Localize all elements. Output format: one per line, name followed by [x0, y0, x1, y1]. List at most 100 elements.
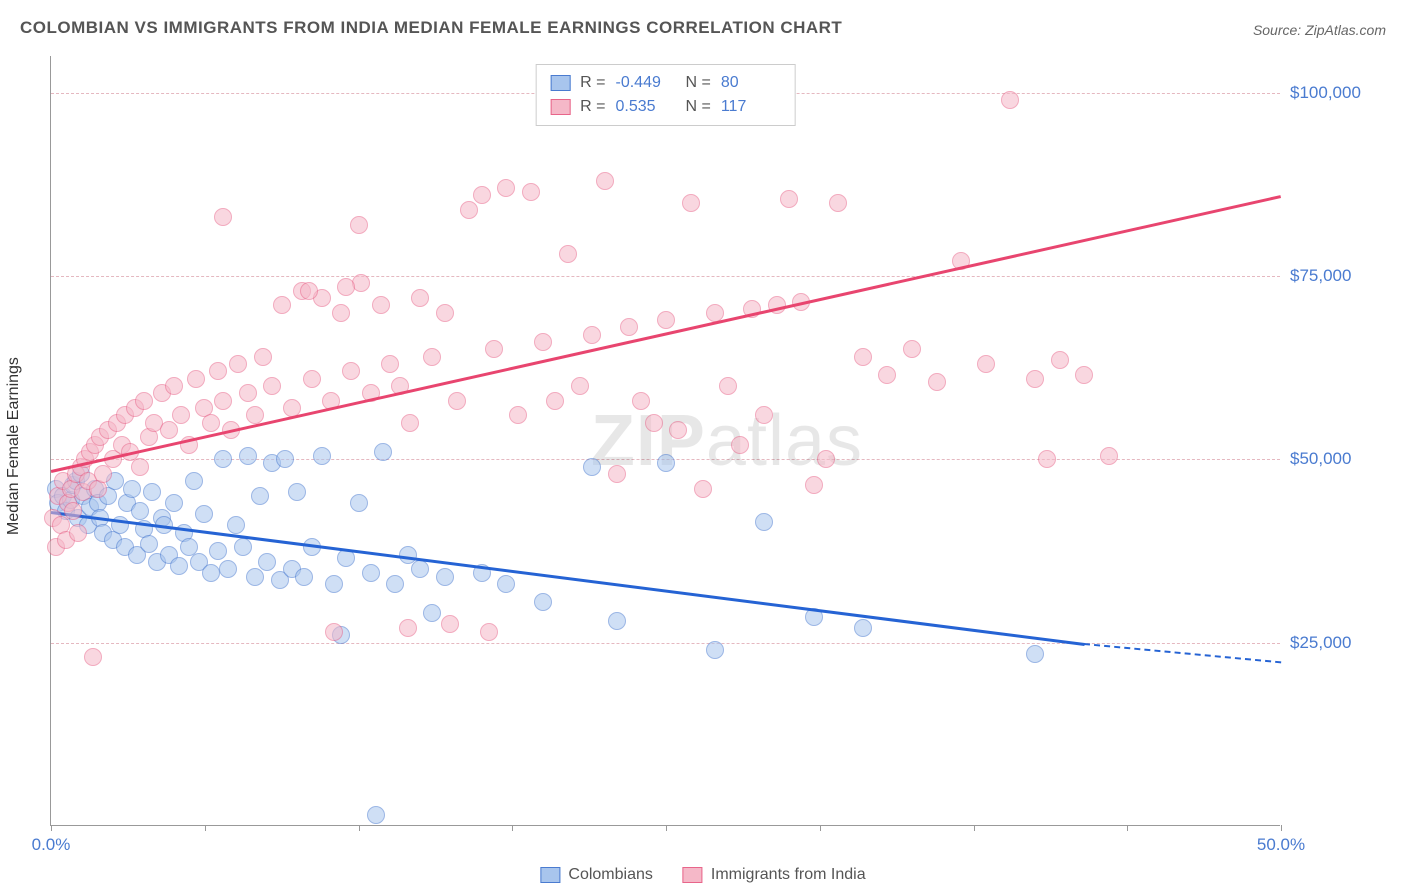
data-point: [645, 414, 663, 432]
data-point: [878, 366, 896, 384]
legend-row: R =-0.449N =80: [550, 71, 781, 95]
data-point: [123, 480, 141, 498]
legend-r-label: R =: [580, 71, 605, 95]
data-point: [571, 377, 589, 395]
data-point: [1038, 450, 1056, 468]
data-point: [1026, 370, 1044, 388]
data-point: [485, 340, 503, 358]
data-point: [719, 377, 737, 395]
x-tick: [974, 825, 975, 831]
data-point: [608, 465, 626, 483]
watermark: ZIPatlas: [591, 400, 863, 482]
data-point: [263, 377, 281, 395]
data-point: [337, 278, 355, 296]
data-point: [682, 194, 700, 212]
data-point: [829, 194, 847, 212]
data-point: [436, 304, 454, 322]
data-point: [411, 560, 429, 578]
data-point: [497, 575, 515, 593]
x-tick: [1281, 825, 1282, 831]
x-tick: [205, 825, 206, 831]
data-point: [350, 216, 368, 234]
data-point: [399, 619, 417, 637]
data-point: [423, 604, 441, 622]
legend-r-value: -0.449: [616, 71, 676, 95]
data-point: [1100, 447, 1118, 465]
legend-label: Immigrants from India: [711, 866, 866, 884]
plot-area: $25,000$50,000$75,000$100,0000.0%50.0%ZI…: [50, 56, 1280, 826]
data-point: [903, 340, 921, 358]
x-tick: [1127, 825, 1128, 831]
data-point: [534, 593, 552, 611]
data-point: [251, 487, 269, 505]
legend-label: Colombians: [568, 866, 652, 884]
legend-r-label: R =: [580, 95, 605, 119]
data-point: [423, 348, 441, 366]
legend-swatch: [550, 99, 570, 115]
y-tick-label: $50,000: [1290, 449, 1380, 469]
data-point: [254, 348, 272, 366]
x-tick: [820, 825, 821, 831]
data-point: [583, 458, 601, 476]
data-point: [928, 373, 946, 391]
legend-item: Immigrants from India: [683, 866, 866, 884]
data-point: [84, 648, 102, 666]
data-point: [411, 289, 429, 307]
data-point: [300, 282, 318, 300]
data-point: [214, 450, 232, 468]
data-point: [1026, 645, 1044, 663]
data-point: [325, 623, 343, 641]
data-point: [165, 377, 183, 395]
data-point: [546, 392, 564, 410]
data-point: [381, 355, 399, 373]
data-point: [165, 494, 183, 512]
data-point: [780, 190, 798, 208]
data-point: [460, 201, 478, 219]
data-point: [362, 564, 380, 582]
data-point: [246, 568, 264, 586]
data-point: [295, 568, 313, 586]
gridline: [51, 276, 1280, 277]
x-tick: [512, 825, 513, 831]
data-point: [1075, 366, 1093, 384]
legend-swatch: [683, 867, 703, 883]
legend-n-value: 117: [721, 95, 781, 119]
data-point: [350, 494, 368, 512]
data-point: [854, 348, 872, 366]
legend-r-value: 0.535: [616, 95, 676, 119]
data-point: [854, 619, 872, 637]
trend-line-dash: [1084, 643, 1281, 663]
source-label: Source: ZipAtlas.com: [1253, 22, 1386, 38]
y-tick-label: $75,000: [1290, 266, 1380, 286]
data-point: [69, 524, 87, 542]
data-point: [1001, 91, 1019, 109]
data-point: [1051, 351, 1069, 369]
legend-swatch: [550, 75, 570, 91]
trend-line: [51, 195, 1282, 472]
data-point: [185, 472, 203, 490]
data-point: [209, 542, 227, 560]
data-point: [509, 406, 527, 424]
data-point: [258, 553, 276, 571]
data-point: [372, 296, 390, 314]
legend-n-label: N =: [686, 95, 711, 119]
y-tick-label: $25,000: [1290, 633, 1380, 653]
data-point: [480, 623, 498, 641]
data-point: [64, 502, 82, 520]
data-point: [374, 443, 392, 461]
data-point: [805, 476, 823, 494]
y-axis-label: Median Female Earnings: [5, 357, 23, 535]
data-point: [401, 414, 419, 432]
data-point: [620, 318, 638, 336]
data-point: [657, 454, 675, 472]
x-tick: [359, 825, 360, 831]
data-point: [342, 362, 360, 380]
data-point: [977, 355, 995, 373]
data-point: [288, 483, 306, 501]
data-point: [239, 447, 257, 465]
data-point: [583, 326, 601, 344]
x-tick: [666, 825, 667, 831]
legend-row: R = 0.535 N = 117: [550, 95, 781, 119]
x-tick: [51, 825, 52, 831]
data-point: [202, 414, 220, 432]
